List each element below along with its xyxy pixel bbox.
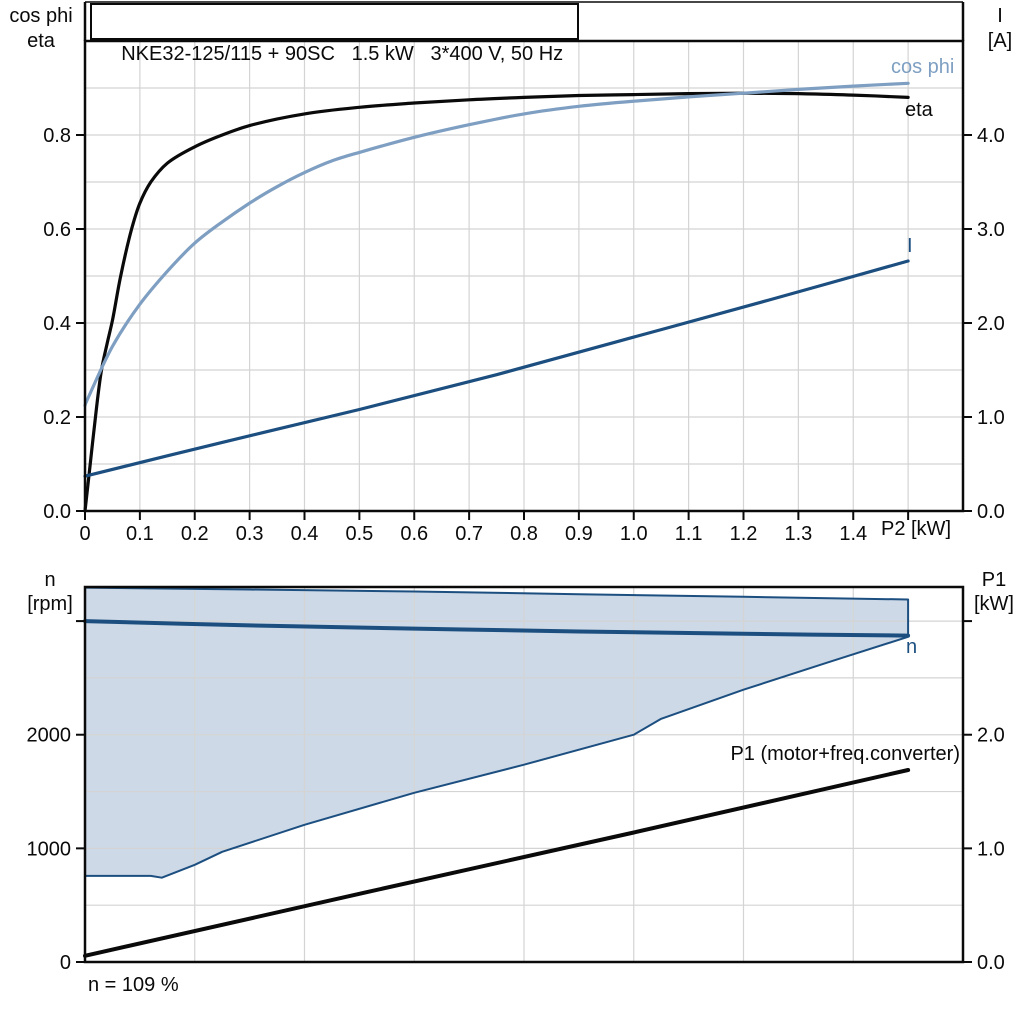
x-tick-label: 1.0 (620, 523, 648, 545)
x-tick-label: 0 (79, 523, 90, 545)
x-tick-label: 0.3 (236, 523, 264, 545)
left-tick-label: 0.4 (43, 313, 71, 335)
curve-cos-phi (83, 81, 910, 407)
bottom-right-axis-title: P1 [kW] (968, 568, 1020, 616)
curve-eta (83, 91, 910, 513)
curve-label-p1: P1 (motor+freq.converter) (730, 743, 960, 765)
left-tick-label: 0.8 (43, 125, 71, 147)
left-tick-label: 0 (60, 952, 71, 974)
curve-label-current: I (907, 235, 913, 257)
chart-title-box: NKE32-125/115 + 90SC 1.5 kW 3*400 V, 50 … (90, 3, 579, 65)
axis-title-p1-unit: [kW] (974, 593, 1014, 615)
x-tick-label: 1.2 (730, 523, 758, 545)
x-tick-label: 0.6 (400, 523, 428, 545)
x-tick-label: 0.5 (345, 523, 373, 545)
left-tick-label: 0.6 (43, 219, 71, 241)
left-tick-label: 0.2 (43, 407, 71, 429)
right-tick-label: 0.0 (977, 952, 1005, 974)
x-tick-label: 0.4 (291, 523, 319, 545)
left-tick-label: 0.0 (43, 501, 71, 523)
top-right-axis-title: I [A] (977, 4, 1023, 54)
right-tick-label: 2.0 (977, 313, 1005, 335)
axis-title-current: I (997, 5, 1003, 27)
top-left-axis-title: cos phi eta (3, 4, 79, 54)
curve-p1-motor-freq-converter- (83, 768, 911, 958)
bottom-left-axis-title: n [rpm] (21, 568, 79, 616)
right-tick-label: 2.0 (977, 725, 1005, 747)
axis-title-cos-phi: cos phi (9, 5, 73, 27)
axis-title-current-unit: [A] (987, 30, 1013, 52)
axis-title-n: n (44, 569, 56, 591)
curve-label-n: n (906, 636, 918, 658)
x-tick-label: 0.2 (181, 523, 209, 545)
x-tick-label: 0.8 (510, 523, 538, 545)
x-tick-label: 0.1 (126, 523, 154, 545)
x-tick-label: 1.3 (784, 523, 812, 545)
axis-title-p1: P1 (981, 569, 1007, 591)
axis-title-eta: eta (27, 30, 55, 52)
right-tick-label: 0.0 (977, 501, 1005, 523)
x-axis-title-p2: P2 [kW] (880, 518, 951, 540)
curve-n (83, 619, 911, 638)
axis-title-n-unit: [rpm] (27, 593, 73, 615)
right-tick-label: 4.0 (977, 125, 1005, 147)
x-tick-label: 0.7 (455, 523, 483, 545)
right-tick-label: 1.0 (977, 838, 1005, 860)
x-tick-label: 1.1 (675, 523, 703, 545)
plot-frame (83, 585, 965, 964)
speed-range-area (85, 587, 909, 878)
right-tick-label: 1.0 (977, 407, 1005, 429)
curve-label-cos-phi: cos phi (891, 56, 955, 78)
left-tick-label: 1000 (27, 838, 72, 860)
x-tick-label: 0.9 (565, 523, 593, 545)
footnote-speed-percent: n = 109 % (88, 974, 179, 996)
right-tick-label: 3.0 (977, 219, 1005, 241)
x-tick-label: 1.4 (839, 523, 867, 545)
speed-range-border (84, 586, 910, 879)
curve-label-eta: eta (905, 99, 933, 121)
chart-title: NKE32-125/115 + 90SC 1.5 kW 3*400 V, 50 … (121, 43, 564, 65)
left-tick-label: 2000 (27, 725, 72, 747)
curve-i (83, 259, 910, 478)
